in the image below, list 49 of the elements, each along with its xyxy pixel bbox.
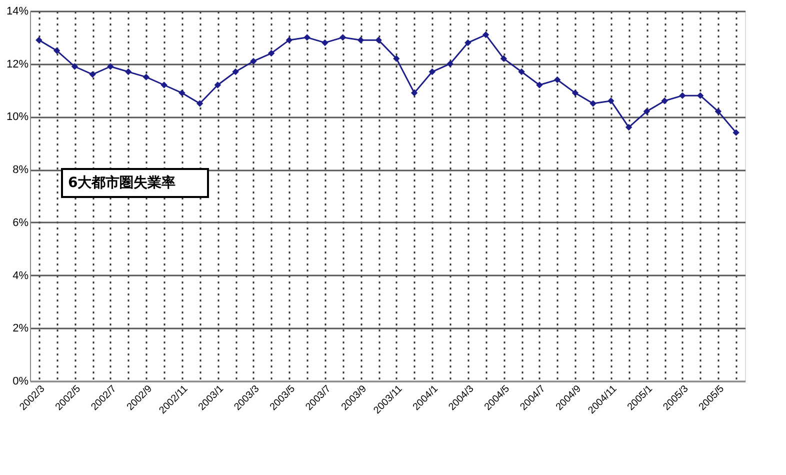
point xyxy=(393,55,400,62)
y-tick-label: 0% xyxy=(12,376,29,388)
point xyxy=(304,34,310,41)
y-tick-label: 6% xyxy=(12,216,29,229)
point xyxy=(268,50,275,57)
point xyxy=(714,108,722,115)
point xyxy=(696,92,704,99)
point xyxy=(643,108,650,115)
point xyxy=(36,36,42,44)
point xyxy=(196,100,204,107)
point xyxy=(71,63,78,70)
point xyxy=(536,82,543,88)
y-tick-label: 10% xyxy=(6,111,29,124)
point xyxy=(500,55,508,62)
point xyxy=(554,76,561,84)
point xyxy=(375,36,382,44)
point xyxy=(160,82,168,88)
point xyxy=(608,98,614,104)
point xyxy=(178,90,186,96)
annotation: 6大都市圏失業率 xyxy=(68,174,176,191)
point xyxy=(214,82,222,88)
point xyxy=(124,68,132,76)
point xyxy=(482,31,490,38)
y-tick-label: 8% xyxy=(12,164,29,176)
y-tick-label: 12% xyxy=(6,58,29,70)
point xyxy=(625,124,632,131)
point xyxy=(286,36,293,44)
point xyxy=(357,36,364,44)
point xyxy=(339,34,346,41)
point xyxy=(428,68,436,76)
point xyxy=(232,68,239,76)
point xyxy=(518,68,525,76)
point xyxy=(661,98,668,104)
point xyxy=(572,90,579,96)
point xyxy=(679,92,686,99)
point xyxy=(142,74,150,80)
y-tick-label: 4% xyxy=(12,270,29,282)
point xyxy=(53,47,60,54)
point xyxy=(464,39,472,46)
y-tick-label: 2% xyxy=(12,322,29,335)
point xyxy=(107,63,114,70)
y-tick-label: 14% xyxy=(6,6,29,18)
point xyxy=(446,60,454,68)
point xyxy=(732,129,740,136)
point xyxy=(322,39,328,46)
point xyxy=(590,100,596,107)
point xyxy=(410,90,418,96)
point xyxy=(250,58,257,65)
point xyxy=(89,71,96,78)
